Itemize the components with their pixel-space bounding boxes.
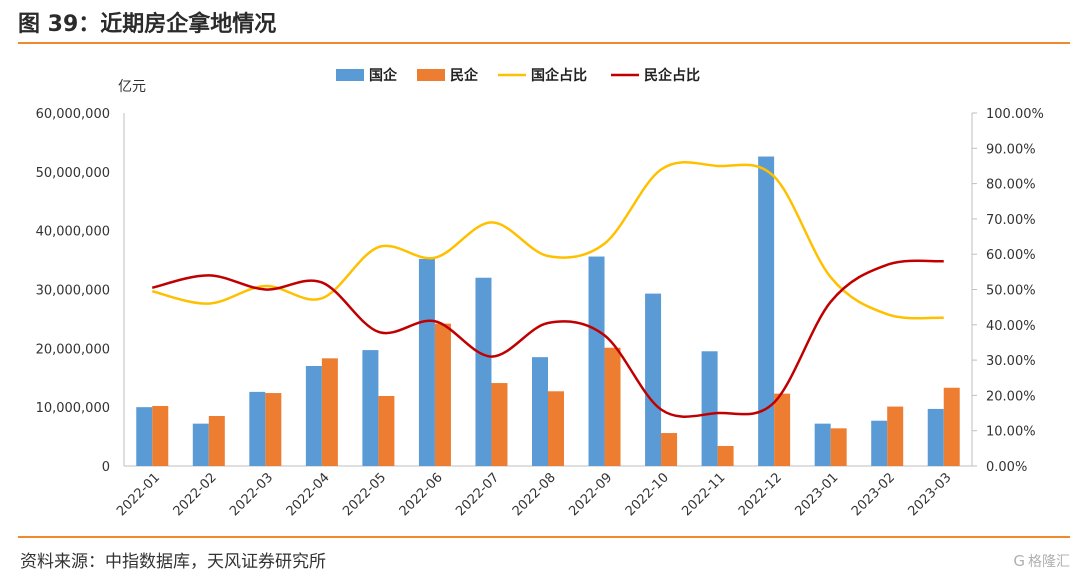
- y-tick-label: 60,000,000: [36, 107, 110, 122]
- x-tick-label: 2022-04: [284, 470, 333, 519]
- legend-label-国企占比: 国企占比: [531, 67, 587, 84]
- bar-民企-2022-09: [604, 347, 621, 466]
- watermark-text: 格隆汇: [1028, 554, 1070, 570]
- bar-国企-2022-07: [475, 277, 492, 466]
- x-tick-label: 2023-02: [849, 470, 898, 519]
- x-tick-label: 2023-01: [792, 470, 841, 519]
- bar-民企-2022-04: [321, 358, 338, 466]
- bar-国企-2022-08: [532, 357, 548, 466]
- y-tick-label: 0: [102, 460, 110, 475]
- y2-tick-label: 100.00%: [986, 107, 1044, 122]
- legend: 国企 民企 国企占比 民企占比: [336, 67, 700, 84]
- bar-国企-2023-02: [871, 420, 888, 466]
- y-axis-unit: 亿元: [118, 79, 146, 95]
- bar-国企-2022-06: [418, 258, 435, 466]
- x-tick-label: 2022-11: [679, 470, 728, 519]
- bar-国企-2022-11: [701, 351, 718, 466]
- x-tick-label: 2022-01: [114, 470, 163, 519]
- y2-tick-label: 10.00%: [986, 425, 1036, 440]
- y-tick-label: 10,000,000: [36, 401, 110, 416]
- y2-tick-label: 30.00%: [986, 354, 1036, 369]
- bar-国企-2022-03: [249, 391, 266, 466]
- bottom-rule: [18, 536, 1070, 538]
- bar-民企-2022-01: [152, 405, 169, 466]
- figure-title: 图 39：近期房企拿地情况: [18, 12, 277, 37]
- bar-国企-2022-02: [192, 423, 209, 466]
- bars: [136, 156, 960, 466]
- x-tick-label: 2022-06: [397, 470, 446, 519]
- source-note: 资料来源：中指数据库，天风证券研究所: [20, 552, 326, 572]
- legend-swatch-国企: [336, 69, 364, 81]
- y-tick-label: 20,000,000: [36, 342, 110, 357]
- y2-tick-label: 50.00%: [986, 284, 1036, 299]
- y2-tick-label: 40.00%: [986, 319, 1036, 334]
- bar-国企-2023-03: [927, 408, 944, 466]
- x-tick-label: 2022-10: [623, 470, 672, 519]
- bar-国企-2022-10: [645, 293, 662, 466]
- x-tick-label: 2022-08: [510, 470, 559, 519]
- line-民企占比: [151, 259, 944, 418]
- y-tick-label: 50,000,000: [36, 166, 110, 181]
- y2-tick-label: 20.00%: [986, 389, 1036, 404]
- bar-民企-2022-03: [265, 393, 282, 466]
- legend-label-民企: 民企: [450, 67, 479, 84]
- bar-国企-2022-01: [136, 407, 153, 466]
- x-tick-label: 2022-09: [566, 470, 615, 519]
- top-rule: [18, 42, 1070, 44]
- bar-民企-2023-01: [830, 428, 847, 466]
- bar-民企-2022-06: [434, 323, 451, 466]
- watermark: G 格隆汇: [1013, 551, 1070, 571]
- y2-tick-label: 0.00%: [986, 460, 1027, 475]
- y2-tick-label: 70.00%: [986, 213, 1036, 228]
- bar-民企-2022-10: [661, 433, 678, 466]
- bar-民企-2022-08: [548, 391, 564, 466]
- x-tick-label: 2023-03: [906, 470, 955, 519]
- lines: [151, 161, 944, 418]
- watermark-logo-icon: G: [1013, 552, 1025, 570]
- y2-tick-label: 80.00%: [986, 178, 1036, 193]
- x-tick-label: 2022-12: [736, 470, 785, 519]
- y-tick-label: 30,000,000: [36, 284, 110, 299]
- bar-民企-2023-02: [887, 406, 904, 466]
- y2-tick-label: 90.00%: [986, 142, 1036, 157]
- x-tick-label: 2022-02: [171, 470, 220, 519]
- bar-国企-2022-05: [362, 350, 379, 466]
- bar-民企-2022-11: [717, 445, 734, 466]
- x-tick-label: 2022-05: [340, 470, 389, 519]
- legend-swatch-民企: [417, 69, 445, 81]
- legend-label-国企: 国企: [369, 67, 398, 84]
- bar-民企-2022-07: [491, 383, 508, 466]
- bar-国企-2022-09: [588, 256, 605, 466]
- x-tick-label: 2022-03: [227, 470, 276, 519]
- y-tick-label: 40,000,000: [36, 225, 110, 240]
- bar-民企-2022-05: [378, 395, 395, 466]
- line-国企占比: [151, 161, 944, 320]
- y2-tick-label: 60.00%: [986, 248, 1036, 263]
- legend-label-民企占比: 民企占比: [644, 67, 700, 84]
- bar-国企-2022-04: [305, 365, 322, 466]
- bar-国企-2022-12: [758, 156, 775, 466]
- bar-民企-2022-02: [208, 415, 225, 466]
- bar-国企-2023-01: [814, 423, 831, 466]
- bar-民企-2022-12: [774, 393, 791, 466]
- x-tick-label: 2022-07: [453, 470, 502, 519]
- bar-民企-2023-03: [943, 387, 960, 466]
